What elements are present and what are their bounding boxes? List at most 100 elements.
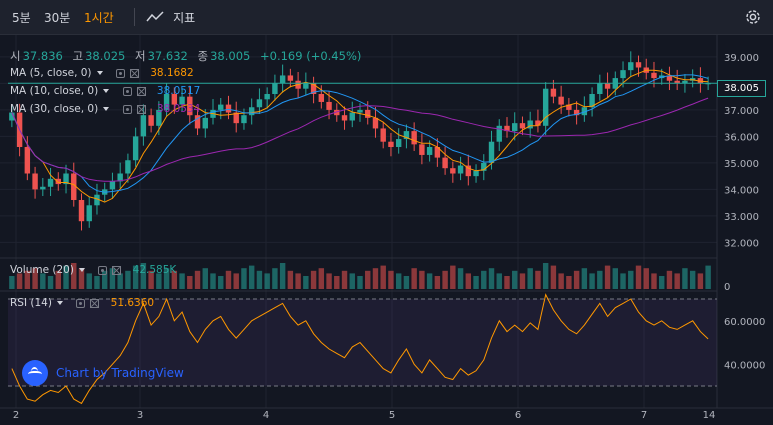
chart-canvas[interactable]: 39.00038.00037.00036.00035.00034.00033.0…	[0, 35, 773, 425]
volume-bar	[218, 276, 224, 289]
ma5-legend[interactable]: MA (5, close, 0) 38.1682	[10, 67, 196, 79]
candle-body	[426, 147, 433, 155]
ma10-settings-icon[interactable]	[122, 86, 132, 96]
volume-bar	[47, 276, 54, 289]
watermark-text: Chart by TradingView	[56, 366, 184, 380]
price-tick-label: 34.000	[724, 185, 759, 196]
volume-bar	[488, 268, 495, 289]
volume-bar	[365, 270, 371, 289]
candle-body	[481, 162, 487, 171]
ma30-settings-icon[interactable]	[122, 104, 132, 114]
close-label: 종	[197, 49, 209, 63]
candle-body	[326, 101, 332, 110]
candle-body	[419, 144, 425, 155]
ma10-remove-icon[interactable]	[136, 86, 146, 96]
candle-body	[628, 62, 634, 71]
low-value: 37.632	[147, 49, 188, 63]
ma30-legend[interactable]: MA (30, close, 0) 38.0534	[10, 103, 202, 115]
price-tick-label: 39.000	[724, 53, 759, 64]
candle-body	[163, 94, 170, 110]
rsi-legend[interactable]: RSI (14) 51.6360	[10, 297, 156, 309]
timeframe-30m[interactable]: 30분	[44, 11, 71, 25]
time-tick-label: 6	[515, 410, 521, 421]
volume-settings-icon[interactable]	[98, 265, 108, 275]
volume-bar	[117, 273, 123, 289]
candle-body	[597, 83, 603, 94]
candle-body	[512, 123, 518, 132]
candle-body	[581, 107, 588, 116]
volume-bar	[419, 270, 425, 289]
volume-bar	[179, 273, 185, 289]
volume-bar	[241, 268, 247, 289]
volume-dropdown-icon[interactable]	[78, 268, 85, 272]
time-tick-label: 14	[703, 410, 716, 421]
rsi-value: 51.6360	[110, 297, 155, 309]
candle-body	[651, 72, 657, 79]
settings-gear-icon[interactable]	[743, 7, 763, 27]
candle-body	[488, 141, 495, 163]
volume-bar	[395, 273, 402, 289]
volume-bar	[697, 273, 704, 289]
ma10-legend[interactable]: MA (10, close, 0) 38.0517	[10, 85, 202, 97]
ma5-settings-icon[interactable]	[115, 68, 125, 78]
volume-axis-tick: 0	[724, 282, 730, 293]
volume-bar	[372, 268, 379, 289]
candle-body	[697, 78, 704, 84]
candle-body	[71, 173, 77, 200]
price-tick-label: 32.000	[724, 238, 759, 249]
volume-legend[interactable]: Volume (20) 42.585K	[10, 264, 178, 276]
candle-body	[558, 96, 564, 105]
candle-body	[272, 83, 278, 94]
timeframe-1h[interactable]: 1시간	[84, 11, 114, 25]
volume-bar	[635, 265, 642, 289]
ma5-dropdown-icon[interactable]	[96, 71, 103, 75]
high-value: 38.025	[85, 49, 126, 63]
candle-body	[395, 139, 402, 147]
candle-body	[589, 94, 595, 108]
candle-body	[504, 125, 510, 132]
volume-bar	[581, 268, 588, 289]
candle-body	[542, 88, 549, 126]
volume-bar	[628, 270, 634, 289]
ma10-line	[11, 74, 709, 193]
rsi-dropdown-icon[interactable]	[56, 301, 63, 305]
change-value: +0.169 (+0.45%)	[260, 49, 362, 63]
indicators-icon	[146, 11, 164, 22]
timeframe-5m[interactable]: 5분	[12, 11, 31, 25]
candle-body	[674, 80, 680, 84]
volume-bar	[125, 270, 131, 289]
ma30-remove-icon[interactable]	[136, 104, 146, 114]
volume-bar	[589, 273, 595, 289]
ma5-label: MA (5, close, 0)	[10, 67, 92, 79]
candle-body	[411, 131, 417, 145]
volume-bar	[473, 276, 479, 289]
rsi-remove-icon[interactable]	[90, 298, 100, 308]
volume-bar	[705, 265, 711, 289]
rsi-settings-icon[interactable]	[76, 298, 86, 308]
candle-body	[140, 115, 147, 137]
tradingview-watermark[interactable]: Chart by TradingView	[22, 360, 184, 386]
volume-bar	[233, 273, 239, 289]
ma10-dropdown-icon[interactable]	[103, 89, 110, 93]
rsi-label: RSI (14)	[10, 297, 52, 309]
volume-bar	[388, 270, 394, 289]
time-tick-label: 4	[263, 410, 269, 421]
candle-body	[132, 136, 139, 161]
candle-body	[341, 115, 348, 121]
indicators-button[interactable]: 지표	[146, 9, 195, 28]
candle-body	[434, 147, 441, 158]
ohlc-legend: 시 37.836 고 38.025 저 37.632 종 38.005 +0.169 (…	[10, 48, 363, 64]
volume-bar	[558, 273, 564, 289]
candle-body	[179, 96, 185, 105]
volume-label: Volume (20)	[10, 264, 74, 276]
volume-bar	[101, 270, 108, 289]
ma5-remove-icon[interactable]	[129, 68, 139, 78]
candle-body	[148, 115, 154, 126]
candle-body	[465, 165, 472, 177]
rsi-band	[8, 299, 717, 386]
candle-body	[94, 194, 100, 206]
volume-bar	[666, 270, 673, 289]
volume-remove-icon[interactable]	[112, 265, 122, 275]
candle-body	[202, 117, 208, 129]
ma30-dropdown-icon[interactable]	[103, 107, 110, 111]
